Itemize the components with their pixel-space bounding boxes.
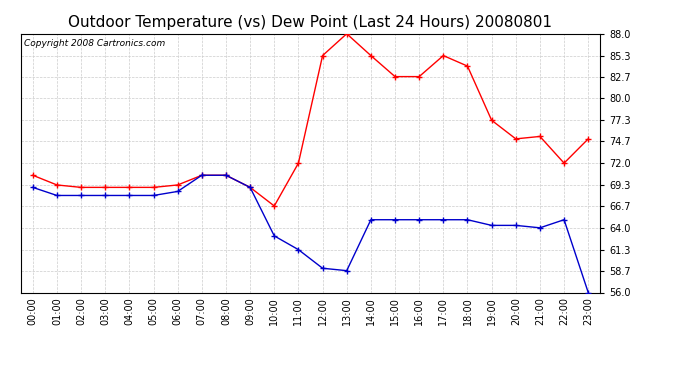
Text: Outdoor Temperature (vs) Dew Point (Last 24 Hours) 20080801: Outdoor Temperature (vs) Dew Point (Last… — [68, 15, 553, 30]
Text: Copyright 2008 Cartronics.com: Copyright 2008 Cartronics.com — [23, 39, 165, 48]
